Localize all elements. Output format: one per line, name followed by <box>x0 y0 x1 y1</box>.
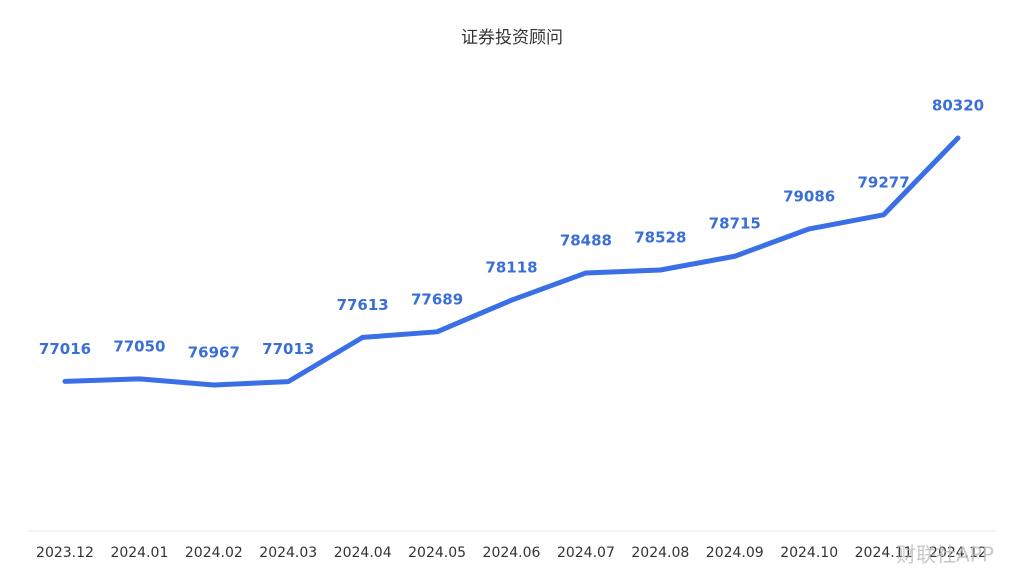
data-label: 76967 <box>188 344 240 362</box>
data-label: 78715 <box>709 215 761 233</box>
x-tick-label: 2024.05 <box>408 545 466 561</box>
x-tick-label: 2024.09 <box>706 545 764 561</box>
data-line <box>62 135 961 388</box>
x-tick-label: 2024.07 <box>557 545 615 561</box>
data-label: 77050 <box>113 337 165 355</box>
x-tick-label: 2024.02 <box>185 545 243 561</box>
chart-title: 证券投资顾问 <box>461 28 563 48</box>
x-tick-label: 2024.06 <box>483 545 541 561</box>
x-tick-label: 2024.08 <box>631 545 689 561</box>
data-label: 78528 <box>634 229 686 247</box>
data-label: 77613 <box>337 296 389 314</box>
data-label: 79086 <box>783 187 835 205</box>
x-tick-label: 2024.10 <box>780 545 838 561</box>
data-label: 77016 <box>39 340 91 358</box>
data-label: 78488 <box>560 231 612 249</box>
watermark: 财联社APP <box>896 543 994 567</box>
data-label: 77689 <box>411 290 463 308</box>
x-tick-label: 2024.12 <box>929 545 987 561</box>
x-tick-label: 2024.01 <box>110 545 168 561</box>
data-label: 77013 <box>262 340 314 358</box>
data-label: 80320 <box>932 97 984 115</box>
x-tick-label: 2024.11 <box>855 545 913 561</box>
data-label: 78118 <box>485 259 537 277</box>
data-label: 79277 <box>857 173 909 191</box>
x-tick-label: 2023.12 <box>36 545 94 561</box>
x-tick-label: 2024.04 <box>334 545 392 561</box>
x-tick-label: 2024.03 <box>259 545 317 561</box>
